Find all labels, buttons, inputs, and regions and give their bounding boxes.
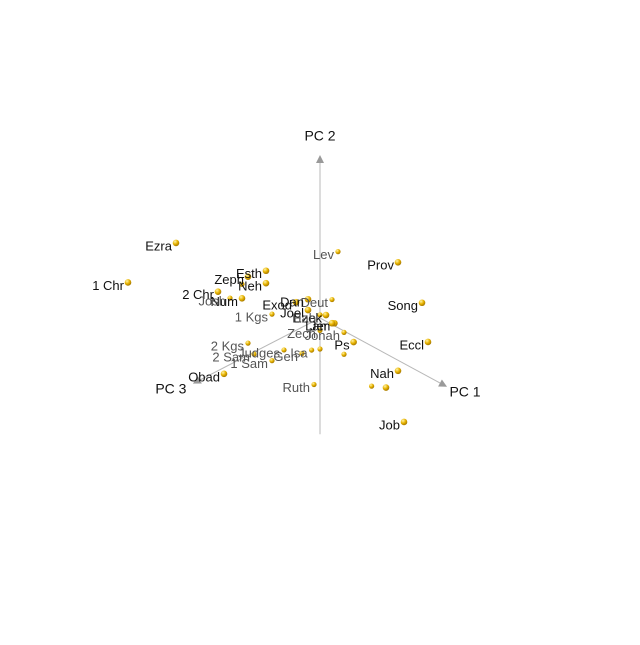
point-label: Neh — [238, 279, 262, 294]
point-label: Num — [211, 294, 238, 309]
data-point — [317, 346, 323, 352]
point-label: Nah — [370, 366, 394, 381]
point-label: 2 Kgs — [211, 339, 245, 354]
point-label: Ezek — [293, 310, 322, 325]
data-point — [251, 351, 257, 357]
pc2-axis-label: PC 2 — [304, 128, 335, 144]
data-point — [317, 327, 323, 333]
data-point — [304, 306, 312, 314]
data-point — [281, 347, 287, 353]
pc3-axis-line — [199, 317, 321, 381]
data-point — [292, 298, 300, 306]
point-label: Dan — [280, 295, 304, 310]
data-point — [394, 259, 402, 266]
point-label: 1 Kgs — [235, 310, 269, 325]
point-label: Lam — [305, 319, 330, 334]
point-label: Esth — [236, 266, 262, 281]
point-label: 2 Chr — [182, 287, 214, 302]
point-label: Exod — [262, 298, 292, 313]
point-label: Song — [388, 298, 418, 313]
pc2-axis-arrowhead — [316, 155, 324, 163]
data-point — [269, 358, 275, 364]
point-label: Josh — [199, 293, 226, 308]
data-point — [424, 338, 432, 346]
data-point — [227, 295, 233, 301]
pc3-axis-arrowhead — [192, 376, 202, 384]
data-point — [244, 273, 252, 280]
axes-group: PC 1 PC 2 PC 3 — [155, 128, 481, 435]
point-label: Jonah — [305, 328, 340, 343]
data-point — [329, 296, 335, 303]
data-point — [394, 367, 402, 375]
data-point — [309, 347, 315, 353]
point-label: Lev — [313, 247, 334, 262]
data-point — [220, 370, 228, 378]
data-point — [317, 312, 323, 318]
data-point — [172, 239, 180, 247]
data-point — [124, 279, 132, 286]
pc1-axis-line — [319, 317, 441, 384]
point-label: Ezra — [145, 238, 173, 253]
data-point — [328, 319, 336, 327]
point-label: Judges — [238, 345, 280, 360]
data-point — [418, 299, 426, 307]
point-label: Jer — [310, 319, 329, 334]
data-point — [239, 281, 245, 287]
data-point — [350, 338, 357, 346]
point-label: Joel — [280, 306, 304, 321]
point-label: 1 Chr — [92, 278, 124, 293]
data-point — [400, 418, 408, 426]
data-point — [262, 267, 270, 275]
data-point — [214, 288, 222, 296]
data-point — [245, 340, 251, 346]
data-point — [322, 311, 330, 319]
point-label: Isa — [290, 346, 308, 361]
point-label: Job — [379, 417, 400, 432]
point-label: Ruth — [283, 380, 310, 395]
data-point — [341, 351, 347, 357]
data-point — [238, 295, 246, 302]
points-group — [124, 239, 432, 426]
pc3-axis-label: PC 3 — [155, 380, 186, 396]
point-label: Zech — [287, 326, 316, 341]
point-label: Zeph — [214, 272, 244, 287]
point-label: Ps — [334, 338, 350, 353]
data-point — [311, 381, 317, 388]
point-label: 1 Sam — [230, 356, 268, 371]
pc1-axis-label: PC 1 — [449, 384, 480, 400]
data-point — [382, 384, 390, 391]
data-point — [299, 350, 305, 356]
point-label: Obad — [188, 369, 220, 384]
point-label: Eccl — [399, 337, 424, 352]
point-label: 2 Sam — [212, 350, 250, 365]
point-label: Hab — [292, 310, 316, 325]
pc1-axis-arrowhead — [438, 379, 448, 387]
data-point — [335, 249, 341, 255]
point-label: Gen — [273, 349, 298, 364]
data-point — [369, 383, 375, 389]
point-label: Prov — [367, 258, 394, 273]
point-label: Deut — [301, 295, 329, 310]
data-point — [304, 295, 312, 303]
data-point — [341, 329, 347, 335]
data-point — [262, 279, 270, 287]
data-point — [269, 311, 275, 317]
